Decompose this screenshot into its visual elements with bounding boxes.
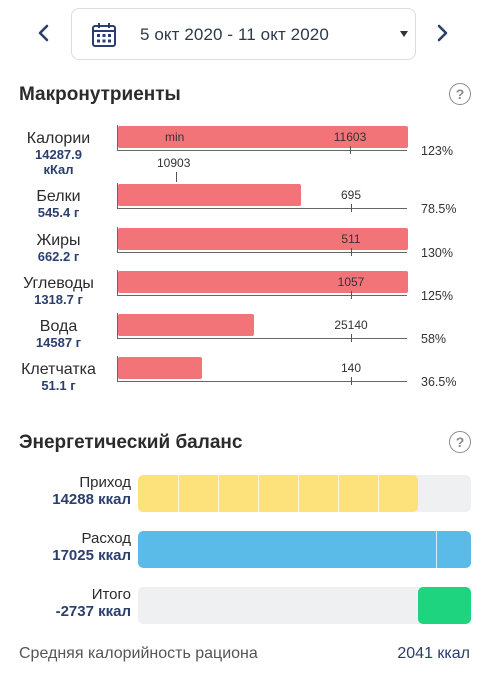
macro-bar [118, 357, 202, 379]
energy-help-icon[interactable]: ? [449, 431, 471, 453]
macro-axis [117, 356, 118, 381]
average-calories-value: 2041 ккал [397, 645, 470, 662]
energy-day-separator [436, 531, 437, 568]
macro-name: Клетчатка [21, 361, 96, 378]
calendar-icon [92, 23, 116, 47]
energy-value: 14288 ккал [52, 491, 131, 508]
norm-label: 11603 [333, 130, 367, 144]
energy-track [138, 587, 471, 624]
energy-day-separator [258, 475, 259, 512]
macro-label: Жиры 662.2 г [0, 232, 117, 264]
energy-day-separator [178, 475, 179, 512]
energy-day-separator [218, 475, 219, 512]
energy-day-separator [378, 475, 379, 512]
prev-week-button[interactable] [31, 20, 57, 46]
norm-label: 25140 [334, 318, 368, 332]
macros-help-icon[interactable]: ? [449, 83, 471, 105]
macro-name: Белки [36, 188, 81, 205]
average-calories-label: Средняя калорийность рациона [19, 645, 258, 662]
norm-label: 511 [341, 232, 361, 246]
macro-name: Вода [39, 318, 78, 335]
energy-value: -2737 ккал [55, 603, 131, 620]
percent-label: 125% [421, 289, 453, 303]
norm-tick [351, 334, 352, 342]
energy-fill [138, 531, 471, 568]
macro-value: 662.2 г [37, 249, 80, 264]
macro-name: Калории [26, 130, 91, 147]
macro-value: 14587 г [35, 335, 82, 350]
energy-name: Расход [81, 530, 131, 547]
energy-name: Итого [91, 586, 131, 603]
macros-title: Макронутриенты [19, 84, 181, 105]
energy-track [138, 475, 471, 512]
date-range-text: 5 окт 2020 - 11 окт 2020 [140, 25, 329, 44]
macro-baseline [117, 338, 407, 339]
energy-track [138, 531, 471, 568]
energy-name: Приход [79, 474, 131, 491]
macro-bar [118, 271, 408, 293]
macro-axis [117, 227, 118, 252]
norm-tick [351, 291, 352, 299]
macro-label: Калории 14287.9 кКал [0, 130, 117, 177]
norm-label: 1057 [337, 275, 365, 289]
percent-label: 78.5% [421, 202, 457, 216]
norm-tick [350, 146, 351, 154]
percent-label: 36.5% [421, 375, 457, 389]
macro-axis [117, 125, 118, 150]
energy-day-separator [298, 475, 299, 512]
macro-name: Жиры [36, 232, 81, 249]
macro-baseline [117, 381, 407, 382]
macro-value: 545.4 г [37, 205, 80, 220]
energy-fill [138, 475, 418, 512]
macro-axis [117, 270, 118, 295]
macro-axis [117, 313, 118, 338]
energy-title: Энергетический баланс [19, 432, 243, 453]
energy-label: Итого -2737 ккал [56, 586, 131, 620]
macro-label: Клетчатка 51.1 г [0, 361, 117, 393]
norm-label: 140 [340, 361, 362, 375]
macro-baseline [117, 252, 407, 253]
energy-label: Расход 17025 ккал [52, 530, 131, 564]
macro-baseline [117, 150, 407, 151]
macro-bar [118, 228, 408, 250]
macro-name: Углеводы [23, 275, 94, 292]
energy-fill [418, 587, 471, 624]
macro-value: 14287.9 [35, 147, 82, 162]
macro-bar [118, 126, 408, 148]
norm-tick [351, 204, 352, 212]
macro-bar [118, 184, 301, 206]
min-label: min [165, 130, 185, 144]
chevron-left-icon [38, 24, 49, 42]
macro-baseline [117, 208, 407, 209]
min-tick [176, 172, 177, 182]
energy-value: 17025 ккал [52, 547, 131, 564]
macro-label: Углеводы 1318.7 г [0, 275, 117, 307]
macro-value: 1318.7 г [34, 292, 83, 307]
macro-label: Вода 14587 г [0, 318, 117, 350]
next-week-button[interactable] [429, 20, 455, 46]
percent-label: 123% [421, 144, 453, 158]
date-range-picker[interactable]: 5 окт 2020 - 11 окт 2020 [71, 8, 416, 60]
chevron-right-icon [437, 24, 448, 42]
macro-baseline [117, 295, 407, 296]
macro-axis [117, 183, 118, 208]
macro-bar [118, 314, 254, 336]
norm-tick [351, 377, 352, 385]
energy-day-separator [338, 475, 339, 512]
caret-down-icon [400, 31, 408, 37]
min-value-label: 10903 [157, 156, 191, 170]
energy-label: Приход 14288 ккал [52, 474, 131, 508]
macro-label: Белки 545.4 г [0, 188, 117, 220]
macro-value: 51.1 г [41, 378, 76, 393]
percent-label: 58% [421, 332, 447, 346]
norm-tick [351, 248, 352, 256]
percent-label: 130% [421, 246, 453, 260]
norm-label: 695 [340, 188, 362, 202]
macro-unit: кКал [43, 162, 74, 177]
